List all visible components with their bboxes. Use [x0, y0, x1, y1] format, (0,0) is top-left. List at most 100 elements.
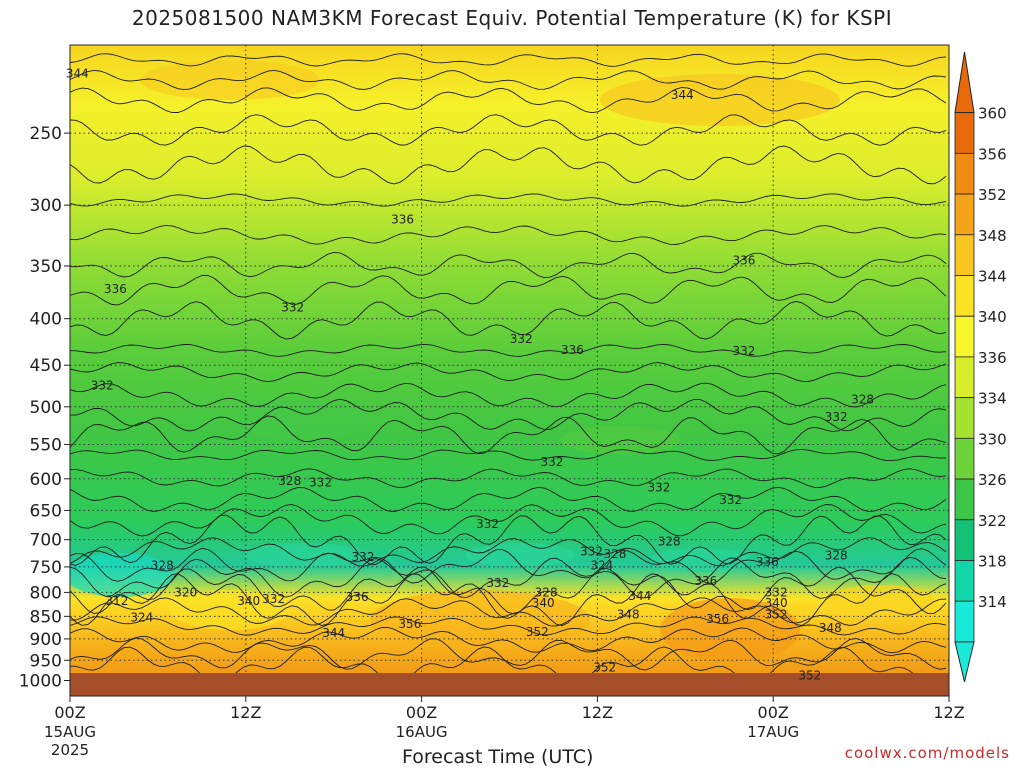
x-tick-label: 00Z [758, 703, 789, 722]
contour-label: 320 [174, 585, 197, 599]
colorbar-segment [954, 315, 975, 358]
field-anomaly [170, 590, 290, 630]
contour-line [70, 597, 947, 627]
contour-label: 332 [510, 332, 533, 346]
contour-line [70, 362, 947, 383]
contour-label: 340 [237, 594, 260, 608]
y-tick-label: 850 [30, 607, 62, 627]
contour-label: 352 [765, 607, 788, 621]
field-anomaly [600, 74, 840, 126]
contour-label: 332 [281, 301, 304, 315]
contour-line [70, 69, 947, 91]
contour-line [70, 626, 947, 654]
colorbar-tick-label: 352 [978, 186, 1007, 204]
colorbar-tick-label: 314 [978, 593, 1007, 611]
contour-label: 328 [825, 549, 848, 563]
contour-line [70, 145, 947, 185]
contour-line [70, 224, 947, 245]
y-tick-label: 950 [30, 651, 62, 671]
contour-label: 328 [278, 474, 301, 488]
contour-label: 336 [104, 282, 127, 296]
contour-label: 344 [322, 626, 345, 640]
contour-label: 344 [66, 67, 89, 81]
contour-line [70, 251, 947, 279]
ground-surface [70, 673, 949, 696]
contour-label: 336 [561, 343, 584, 357]
contour-line [70, 537, 947, 567]
contour-label: 332 [262, 592, 285, 606]
x-tick-date: 16AUG [396, 723, 448, 741]
contour-label: 324 [590, 558, 613, 572]
y-tick-label: 650 [30, 501, 62, 521]
contour-label: 328 [604, 547, 627, 561]
x-tick-date: 15AUG [44, 723, 96, 741]
contour-label: 332 [580, 544, 603, 558]
contour-label: 336 [346, 590, 369, 604]
colorbar-tick-label: 334 [978, 390, 1007, 408]
contour-line [70, 53, 947, 67]
plot-frame [69, 44, 950, 697]
colorbar-segment [954, 560, 975, 602]
colorbar-segment [954, 356, 975, 399]
contour-line [70, 448, 947, 462]
contour-label: 344 [671, 88, 694, 102]
watermark[interactable]: coolwx.com/models [844, 744, 1010, 762]
colorbar-tick-label: 330 [978, 430, 1007, 448]
contour-label: 332 [719, 493, 742, 507]
colorbar-max-arrow [954, 51, 975, 114]
colorbar-segment [954, 397, 975, 439]
colorbar-tick-label: 322 [978, 512, 1007, 530]
colorbar-tick-label: 326 [978, 471, 1007, 489]
colorbar-tick-label: 348 [978, 227, 1007, 245]
contour-line [70, 300, 947, 340]
colorbar-segment [954, 437, 975, 480]
chart-title: 2025081500 NAM3KM Forecast Equiv. Potent… [131, 6, 893, 30]
theta-e-field [70, 45, 949, 696]
x-tick-label: 12Z [582, 703, 613, 722]
colorbar-tick-label: 356 [978, 145, 1007, 163]
contour-line [70, 514, 947, 566]
x-tick-label: 12Z [933, 703, 964, 722]
contour-line [70, 193, 947, 207]
contour-lines [70, 53, 947, 686]
y-tick-label: 1000 [19, 672, 62, 692]
colorbar-tick-label: 344 [978, 268, 1007, 286]
x-tick-label: 00Z [406, 703, 437, 722]
contour-label: 332 [541, 455, 564, 469]
contour-line [70, 343, 947, 357]
field-anomaly [245, 543, 365, 567]
contour-label: 336 [756, 555, 779, 569]
x-tick-date: 17AUG [747, 723, 799, 741]
contour-label: 344 [628, 589, 651, 603]
contour-line [70, 114, 947, 146]
colorbar-segment [954, 193, 975, 236]
y-tick-label: 250 [30, 124, 62, 144]
y-tick-label: 550 [30, 435, 62, 455]
x-tick-label: 12Z [230, 703, 261, 722]
y-tick-label: 350 [30, 257, 62, 277]
y-tick-label: 300 [30, 196, 62, 216]
x-axis-title: Forecast Time (UTC) [402, 746, 594, 768]
field-anomaly [650, 548, 750, 572]
contour-line [70, 556, 947, 599]
colorbar-tick-label: 336 [978, 349, 1007, 367]
contour-label: 312 [105, 594, 128, 608]
y-tick-label: 750 [30, 558, 62, 578]
colorbar-tick-label: 360 [978, 105, 1007, 123]
contour-line [70, 415, 947, 455]
contour-label: 336 [694, 574, 717, 588]
contour-label: 332 [647, 480, 670, 494]
contour-label: 328 [658, 534, 681, 548]
x-tick-year: 2025 [51, 741, 89, 759]
contour-line [70, 548, 947, 584]
y-tick-label: 700 [30, 531, 62, 551]
contour-label: 332 [476, 517, 499, 531]
contour-line [70, 573, 947, 627]
contour-label: 328 [535, 585, 558, 599]
contour-label: 332 [486, 576, 509, 590]
colorbar-segment [954, 519, 975, 561]
